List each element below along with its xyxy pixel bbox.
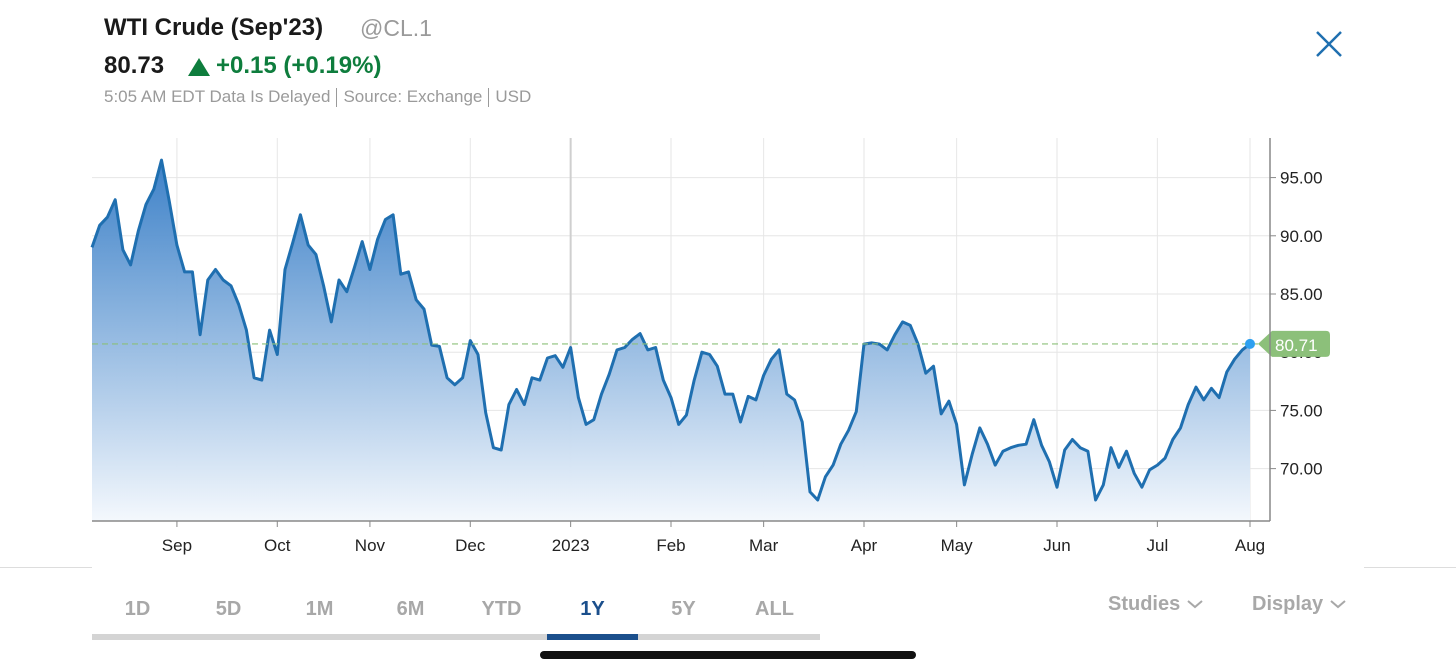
- y-tick-label: 70.00: [1280, 460, 1323, 479]
- divider: [1364, 567, 1456, 568]
- last-point: [1245, 338, 1255, 349]
- x-tick-label: Nov: [355, 536, 386, 555]
- home-indicator: [540, 651, 916, 659]
- last-value-label: 80.71: [1275, 336, 1318, 355]
- range-tab[interactable]: 1D: [92, 590, 183, 640]
- price: 80.73: [104, 52, 165, 79]
- range-tab[interactable]: ALL: [729, 590, 820, 640]
- last-value-tag: [1258, 330, 1330, 357]
- range-tab[interactable]: 5Y: [638, 590, 729, 640]
- price-change: +0.15 (+0.19%): [216, 52, 382, 79]
- x-tick-label: 2023: [552, 536, 590, 555]
- up-arrow: [188, 58, 210, 76]
- x-tick-label: Sep: [162, 536, 192, 555]
- x-tick-label: Mar: [749, 536, 779, 555]
- range-tab[interactable]: YTD: [456, 590, 547, 640]
- chevron: [1187, 600, 1203, 609]
- x-tick-label: Jun: [1043, 536, 1070, 555]
- menu-label: Display: [1252, 593, 1324, 615]
- x-tick-label: Dec: [455, 536, 486, 555]
- menu-label: Studies: [1108, 593, 1181, 615]
- divider: [0, 567, 92, 568]
- close-button[interactable]: [1314, 29, 1344, 59]
- x-tick-label: Jul: [1146, 536, 1168, 555]
- y-tick-label: 75.00: [1280, 401, 1323, 420]
- range-tab[interactable]: 6M: [365, 590, 456, 640]
- meta-item: 5:05 AM EDT Data Is Delayed: [104, 88, 338, 107]
- range-tab[interactable]: 5D: [183, 590, 274, 640]
- symbol: @CL.1: [360, 15, 432, 41]
- meta-item: Source: Exchange: [343, 88, 490, 107]
- range-tabs: 1D 5D 1M 6M YTD 1Y 5Y ALL: [92, 590, 820, 640]
- x-tick-label: Oct: [264, 536, 291, 555]
- chevron: [1330, 600, 1346, 609]
- x-tick-label: Aug: [1235, 536, 1265, 555]
- y-tick-label: 90.00: [1280, 227, 1323, 246]
- x-tick-label: Apr: [851, 536, 878, 555]
- meta-info: 5:05 AM EDT Data Is Delayed Source: Exch…: [104, 88, 543, 107]
- y-tick-label: 95.00: [1280, 169, 1323, 188]
- y-tick-label: 85.00: [1280, 285, 1323, 304]
- range-tab[interactable]: 1Y: [547, 590, 638, 640]
- x-tick-label: Feb: [656, 536, 685, 555]
- range-tab[interactable]: 1M: [274, 590, 365, 640]
- meta-item: USD: [495, 87, 532, 106]
- studies-menu[interactable]: Studies: [1108, 593, 1204, 616]
- display-menu[interactable]: Display: [1252, 593, 1347, 616]
- x-tick-label: May: [941, 536, 974, 555]
- area-fill: [92, 160, 1250, 521]
- instrument-title: WTI Crude (Sep'23): [104, 14, 324, 41]
- price-line: [90, 158, 1251, 502]
